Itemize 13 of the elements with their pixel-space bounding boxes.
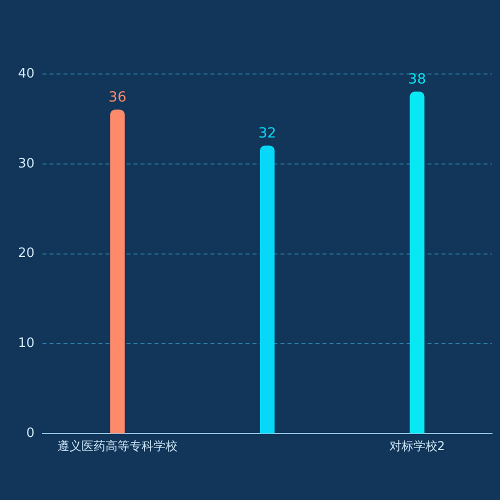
y-tick-label: 30 xyxy=(18,156,35,172)
bar xyxy=(410,92,424,434)
y-tick-label: 40 xyxy=(18,66,35,82)
data-label: 38 xyxy=(408,72,426,88)
y-tick-label: 0 xyxy=(26,426,35,441)
bar xyxy=(110,110,125,434)
data-label: 36 xyxy=(108,90,126,106)
data-label: 32 xyxy=(258,126,276,142)
y-tick-label: 20 xyxy=(18,246,35,262)
x-tick-label: 对标学校2 xyxy=(389,438,445,453)
y-tick-label: 10 xyxy=(18,336,35,352)
x-tick-label: 遵义医药高等专科学校 xyxy=(57,438,178,453)
bar xyxy=(260,146,275,434)
